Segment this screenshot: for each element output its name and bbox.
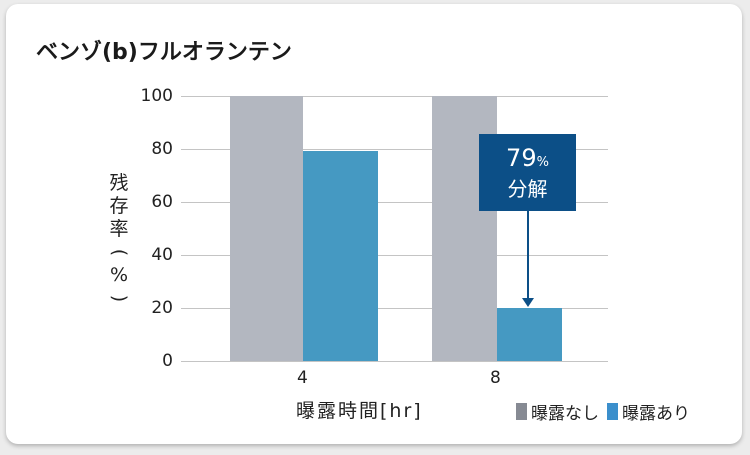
ylabel-char: 残: [109, 172, 129, 194]
ylabel-char: 率: [109, 218, 129, 240]
bar-8hr-exposed: [497, 308, 562, 361]
callout-arrow-line: [527, 211, 529, 299]
gridline-40: [181, 255, 608, 256]
gridline-20: [181, 308, 608, 309]
ylabel-char: ): [108, 294, 131, 303]
legend-item-unexposed: 曝露なし: [516, 399, 599, 424]
gridline-100: [181, 96, 608, 97]
bar-4hr-unexposed: [230, 96, 303, 361]
callout-label: 分解: [507, 177, 548, 201]
ylabel-char: 存: [109, 195, 129, 217]
legend-item-exposed: 曝露あり: [607, 399, 690, 424]
xtick-4: 4: [297, 368, 308, 388]
ytick-20: 20: [151, 298, 173, 318]
decomposition-callout: 79% 分解: [479, 134, 576, 211]
ytick-0: 0: [162, 351, 173, 371]
ytick-40: 40: [151, 245, 173, 265]
gridline-60: [181, 202, 608, 203]
bar-4hr-exposed: [303, 151, 378, 361]
ytick-100: 100: [140, 86, 173, 106]
y-axis-label: 残 存 率 ( % ): [108, 172, 131, 310]
arrow-down-icon: [522, 298, 534, 307]
legend-swatch-gray: [516, 403, 527, 420]
ytick-60: 60: [151, 192, 173, 212]
x-axis-label: 曝露時間[hr]: [296, 400, 423, 422]
legend-label: 曝露なし: [531, 404, 599, 424]
ylabel-char: %: [109, 264, 129, 286]
legend-label: 曝露あり: [622, 404, 690, 424]
legend: 曝露なし 曝露あり: [516, 399, 698, 424]
gridline-0: [181, 361, 608, 362]
ytick-80: 80: [151, 139, 173, 159]
callout-value: 79: [506, 144, 537, 172]
gridline-80: [181, 149, 608, 150]
legend-swatch-blue: [607, 403, 618, 420]
chart-title: ベンゾ(b)フルオランテン: [36, 40, 292, 65]
xtick-8: 8: [490, 368, 501, 388]
ylabel-char: (: [108, 248, 131, 257]
callout-unit: %: [536, 155, 549, 170]
